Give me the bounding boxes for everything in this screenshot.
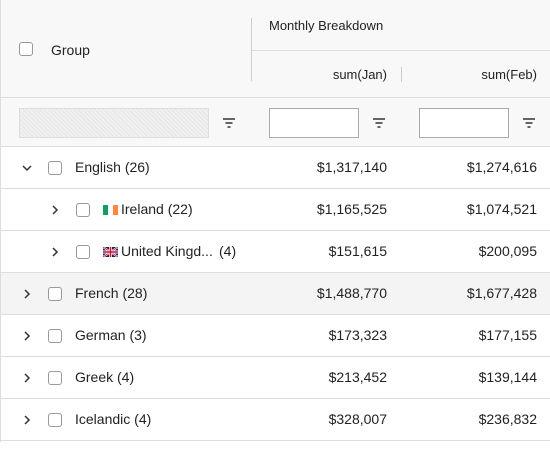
group-count: (4) [134, 411, 152, 427]
group-label: German (3) [75, 327, 147, 343]
row-checkbox[interactable] [48, 161, 62, 175]
column-header[interactable]: sum(Jan) [332, 67, 387, 82]
group-name: Greek [75, 369, 114, 385]
feb-filter-input[interactable] [419, 108, 509, 138]
row-checkbox[interactable] [76, 245, 90, 259]
group-row[interactable]: Greek (4) $213,452 $139,144 [1, 357, 550, 399]
feb-value: $200,095 [478, 243, 537, 259]
group-label: Icelandic (4) [75, 411, 151, 427]
group-name: English [75, 159, 121, 175]
jan-filter-input[interactable] [269, 108, 359, 138]
expand-chevron[interactable] [22, 331, 32, 341]
group-name: Icelandic [75, 411, 131, 427]
group-count: (26) [124, 159, 150, 175]
data-grid: Group Monthly Breakdown sum(Jan) sum(Feb… [0, 0, 550, 442]
group-label: French (28) [75, 285, 147, 301]
group-name: Ireland [121, 201, 164, 217]
row-checkbox[interactable] [48, 329, 62, 343]
grid-header: Group Monthly Breakdown sum(Jan) sum(Feb… [1, 0, 550, 147]
row-checkbox[interactable] [76, 203, 90, 217]
jan-value: $328,007 [328, 411, 387, 427]
group-filter-input [19, 108, 209, 138]
jan-value: $1,165,525 [316, 201, 387, 217]
group-count: (4) [117, 369, 135, 385]
jan-value: $1,488,770 [316, 285, 387, 301]
group-label: Greek (4) [75, 369, 134, 385]
collapse-chevron[interactable] [22, 163, 32, 173]
group-name: United Kingd... [121, 243, 213, 259]
expand-chevron[interactable] [22, 373, 32, 383]
group-count: (22) [167, 201, 193, 217]
column-group-header: Monthly Breakdown [269, 18, 384, 33]
group-row[interactable]: Icelandic (4) $328,007 $236,832 [1, 399, 550, 441]
row-checkbox[interactable] [48, 371, 62, 385]
group-name: French [75, 285, 119, 301]
group-count: (3) [129, 327, 147, 343]
expand-chevron[interactable] [50, 205, 60, 215]
column-header[interactable]: sum(Feb) [481, 67, 537, 82]
jan-value: $151,615 [328, 243, 387, 259]
select-all-checkbox[interactable] [19, 42, 33, 56]
feb-value: $1,274,616 [466, 159, 537, 175]
expand-chevron[interactable] [22, 289, 32, 299]
filter-icon[interactable] [522, 116, 536, 130]
group-count: (4) [219, 243, 237, 259]
column-separator [401, 67, 402, 82]
group-row[interactable]: United Kingd... (4) $151,615 $200,095 [1, 231, 550, 273]
feb-value: $177,155 [478, 327, 537, 343]
group-row[interactable]: German (3) $173,323 $177,155 [1, 315, 550, 357]
filter-icon[interactable] [372, 116, 386, 130]
filter-icon[interactable] [222, 116, 236, 130]
column-separator [251, 18, 252, 81]
feb-value: $1,677,428 [466, 285, 537, 301]
flag-icon [103, 247, 118, 257]
jan-value: $213,452 [328, 369, 387, 385]
expand-chevron[interactable] [22, 415, 32, 425]
group-row[interactable]: English (26) $1,317,140 $1,274,616 [1, 147, 550, 189]
group-label: Ireland (22) [121, 201, 193, 217]
feb-value: $139,144 [478, 369, 537, 385]
group-count: (28) [122, 285, 148, 301]
jan-value: $1,317,140 [316, 159, 387, 175]
feb-value: $236,832 [478, 411, 537, 427]
feb-value: $1,074,521 [466, 201, 537, 217]
group-row[interactable]: French (28) $1,488,770 $1,677,428 [1, 273, 550, 315]
group-header[interactable]: Group [51, 42, 90, 58]
header-divider [252, 50, 550, 51]
group-row[interactable]: Ireland (22) $1,165,525 $1,074,521 [1, 189, 550, 231]
row-checkbox[interactable] [48, 413, 62, 427]
flag-icon [103, 205, 118, 215]
header-divider [1, 97, 550, 98]
jan-value: $173,323 [328, 327, 387, 343]
row-checkbox[interactable] [48, 287, 62, 301]
expand-chevron[interactable] [50, 247, 60, 257]
group-label: English (26) [75, 159, 150, 175]
group-name: German [75, 327, 126, 343]
